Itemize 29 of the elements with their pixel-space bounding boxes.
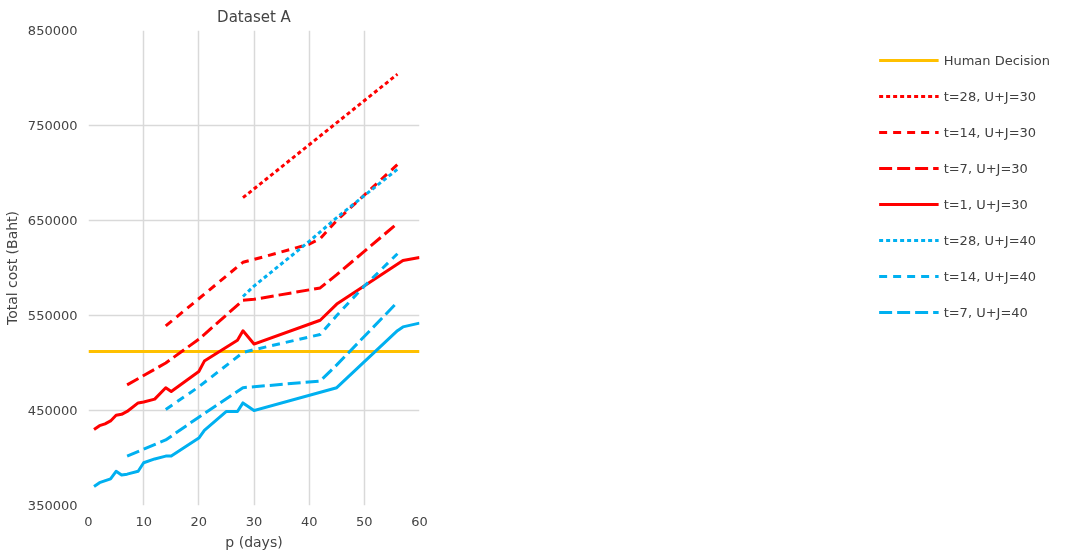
x-tick-label: 10 (135, 513, 152, 529)
line-series (164, 252, 399, 412)
x-tick-label: 20 (190, 513, 208, 529)
legend-label: t=28, U+J=40 (943, 232, 1037, 248)
line-series (164, 162, 399, 328)
y-tick-label: 750000 (27, 118, 78, 133)
line-series (92, 321, 420, 488)
y-tick-label: 850000 (27, 23, 78, 38)
x-tick-label: 40 (300, 513, 318, 529)
y-axis-title: Total cost (Baht) (3, 210, 20, 327)
y-tick-label: 550000 (27, 308, 78, 323)
x-axis-title: p (days) (225, 533, 283, 550)
legend-label: t=1, U+J=30 (943, 196, 1028, 212)
legend-label: t=28, U+J=30 (943, 88, 1037, 104)
legend-label: t=7, U+J=30 (943, 160, 1028, 176)
line-series (92, 256, 420, 431)
line-series (241, 167, 399, 298)
y-tick-label: 450000 (27, 403, 78, 418)
x-tick-label: 30 (245, 513, 263, 529)
y-tick-label: 650000 (27, 213, 78, 228)
legend-label: t=14, U+J=40 (943, 268, 1037, 284)
y-tick-label: 350000 (27, 498, 78, 513)
x-tick-label: 50 (356, 513, 373, 529)
chart-title: Dataset A (217, 7, 292, 26)
legend-label: t=14, U+J=30 (943, 124, 1037, 140)
x-tick-label: 60 (411, 513, 428, 529)
x-tick-label: 0 (84, 513, 93, 529)
legend-label: t=7, U+J=40 (943, 304, 1028, 320)
legend-label: Human Decision (943, 52, 1050, 68)
